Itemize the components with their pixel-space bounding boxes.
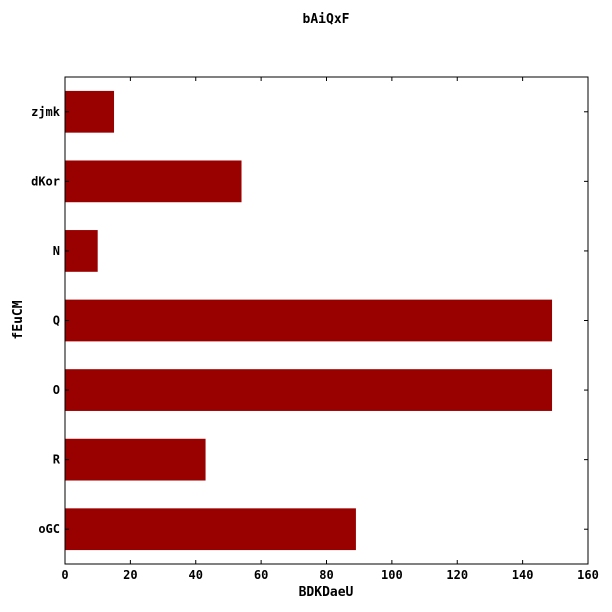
x-axis-label: BDKDaeU — [299, 585, 354, 600]
x-tick-label: 60 — [254, 568, 268, 582]
y-tick-label: Q — [53, 314, 60, 328]
x-tick-label: 140 — [512, 568, 534, 582]
y-tick-label: dKor — [31, 174, 60, 188]
chart-title: bAiQxF — [303, 12, 350, 27]
y-tick-label: N — [53, 244, 60, 258]
x-tick-label: 20 — [123, 568, 137, 582]
x-tick-label: 120 — [446, 568, 468, 582]
x-tick-label: 80 — [319, 568, 333, 582]
x-tick-label: 40 — [189, 568, 203, 582]
x-tick-label: 100 — [381, 568, 403, 582]
bar-oGC — [65, 508, 356, 551]
bar-R — [65, 438, 206, 481]
bar-Q — [65, 299, 553, 342]
bar-zjmk — [65, 90, 115, 133]
bar-dKor — [65, 160, 242, 203]
x-tick-label: 0 — [61, 568, 68, 582]
bar-N — [65, 230, 98, 272]
x-tick-label: 160 — [577, 568, 599, 582]
y-tick-label: R — [53, 453, 61, 467]
y-tick-label: O — [53, 383, 60, 397]
bar-O — [65, 369, 553, 411]
y-axis-label: fEuCM — [11, 300, 26, 339]
y-tick-label: zjmk — [31, 105, 61, 119]
x-axis-ticks: 0 20 40 60 80 100 120 140 160 — [61, 77, 599, 582]
bars-group — [65, 90, 553, 551]
y-tick-label: oGC — [38, 522, 60, 536]
